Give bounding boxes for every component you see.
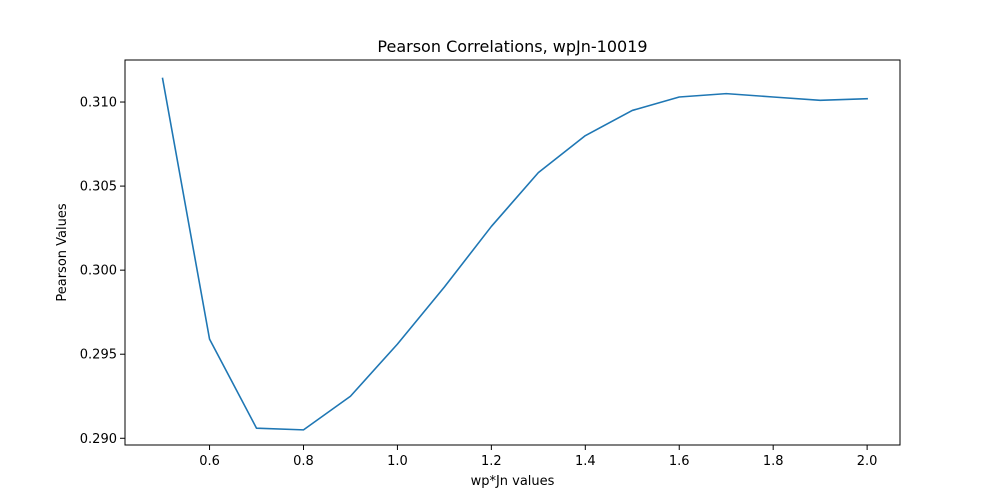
- y-tick-label: 0.305: [80, 180, 117, 195]
- chart-title: Pearson Correlations, wpJn-10019: [377, 37, 647, 56]
- x-axis: 0.6 0.8 1.0 1.2 1.4 1.6 1.8 2.0: [199, 445, 877, 469]
- y-axis-label: Pearson Values: [55, 203, 70, 301]
- y-tick-label: 0.295: [80, 348, 117, 363]
- x-tick-label: 0.6: [199, 454, 220, 469]
- plot-frame: [124, 59, 901, 446]
- series-line: [161, 77, 868, 431]
- x-tick-label: 0.8: [293, 454, 314, 469]
- x-tick-label: 1.0: [387, 454, 408, 469]
- plot-area: [161, 77, 868, 431]
- y-tick-label: 0.300: [80, 264, 117, 279]
- y-tick-label: 0.290: [80, 432, 117, 447]
- y-axis: 0.290 0.295 0.300 0.305 0.310: [80, 96, 125, 447]
- x-tick-label: 1.4: [575, 454, 596, 469]
- x-tick-label: 1.2: [481, 454, 502, 469]
- x-tick-label: 2.0: [857, 454, 878, 469]
- x-tick-label: 1.8: [763, 454, 784, 469]
- x-axis-label: wp*Jn values: [471, 474, 555, 489]
- x-tick-label: 1.6: [669, 454, 690, 469]
- y-tick-label: 0.310: [80, 96, 117, 111]
